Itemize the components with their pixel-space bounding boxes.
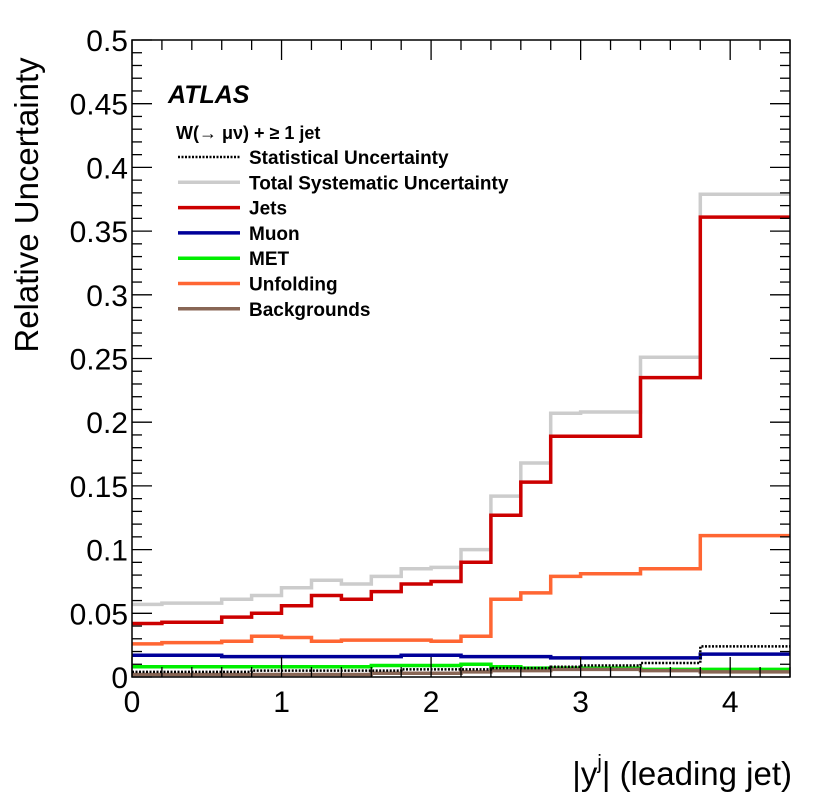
y-tick-label: 0.2 xyxy=(86,407,128,440)
x-axis-title-main: |y xyxy=(572,755,598,792)
legend: ATLAS W(→ μν) + ≥ 1 jet Statistical Unce… xyxy=(167,81,509,321)
y-tick-label: 0.35 xyxy=(70,216,128,249)
y-tick-label: 0.4 xyxy=(86,152,128,185)
atlas-label: ATLAS xyxy=(167,81,250,109)
y-tick-label: 0.3 xyxy=(86,280,128,313)
data-layer xyxy=(132,192,790,677)
y-axis-title: Relative Uncertainty xyxy=(8,57,45,353)
x-axis-title-rest: | (leading jet) xyxy=(602,755,792,792)
y-tick-label: 0.05 xyxy=(70,598,128,631)
x-axis-title: |yj| (leading jet) xyxy=(572,752,792,792)
x-tick-label: 1 xyxy=(273,686,290,719)
legend-label: Total Systematic Uncertainty xyxy=(249,173,509,194)
series-total-systematic-uncertainty xyxy=(132,192,790,607)
y-tick-label: 0.5 xyxy=(86,25,128,58)
axes-layer: 0 0.05 0.1 0.15 0.2 0.25 0.3 0.35 0.4 0.45 0.5 0 1 2 3… xyxy=(70,25,791,719)
legend-label: MET xyxy=(249,249,290,270)
y-tick-label: 0.25 xyxy=(70,344,128,377)
legend-label: Muon xyxy=(249,224,300,245)
series-unfolding xyxy=(132,533,790,646)
x-tick-label: 2 xyxy=(423,686,440,719)
x-tick-label: 4 xyxy=(722,686,739,719)
legend-header: W(→ μν) + ≥ 1 jet xyxy=(176,123,320,143)
legend-label: Backgrounds xyxy=(249,300,370,321)
legend-label: Jets xyxy=(249,199,287,220)
x-tick-label: 0 xyxy=(124,686,141,719)
series-muon xyxy=(132,652,790,660)
y-tick-label: 0.1 xyxy=(86,535,128,568)
x-tick-label: 3 xyxy=(572,686,589,719)
y-tick-label: 0.15 xyxy=(70,471,128,504)
x-axis-title-sup: j xyxy=(596,752,601,774)
series-jets xyxy=(132,215,790,626)
legend-label: Statistical Uncertainty xyxy=(249,148,449,169)
y-tick-label: 0 xyxy=(111,662,128,695)
y-tick-label: 0.45 xyxy=(70,89,128,122)
legend-header-text: W(→ μν) + ≥ 1 jet xyxy=(176,123,320,143)
legend-label: Unfolding xyxy=(249,275,338,296)
